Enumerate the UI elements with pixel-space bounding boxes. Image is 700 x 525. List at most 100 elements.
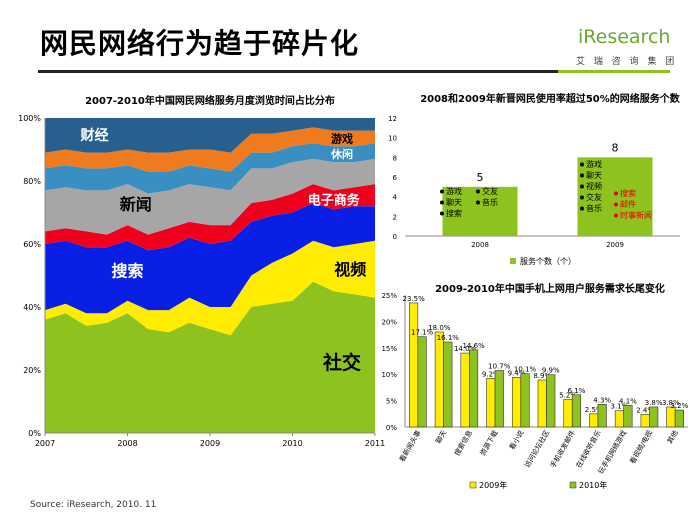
service-bullet-2009 bbox=[614, 191, 618, 196]
y-tick-label: 8 bbox=[393, 154, 397, 162]
title-underline-accent bbox=[558, 70, 670, 73]
y-tick-label: 10 bbox=[388, 135, 397, 143]
bar-2010年 bbox=[443, 341, 453, 428]
service-bullet-2008 bbox=[440, 189, 444, 194]
x-tick-label: 2011 bbox=[365, 439, 385, 448]
bar-2009年 bbox=[460, 352, 470, 428]
bar-2010年 bbox=[546, 374, 556, 428]
bar-2009年 bbox=[486, 378, 496, 428]
x-tick-label: 2010 bbox=[282, 439, 302, 448]
series-label-游戏: 游戏 bbox=[331, 131, 353, 145]
y-tick-label: 2 bbox=[393, 213, 397, 221]
mobile-demand-chart: 0% 5% 10% 15% 20% 25% 23.5% 17.1% 看新闻头事 18.0% 16.1… bbox=[381, 292, 688, 490]
bar-2009年 bbox=[409, 302, 419, 428]
service-2009-item: 音乐 bbox=[586, 203, 602, 213]
bar-value-label: 14.6% bbox=[462, 342, 485, 350]
service-count-title: 2008和2009年新晋网民使用率超过50%的网络服务个数 bbox=[420, 94, 680, 105]
x-tick-label: 看新闻头事 bbox=[397, 429, 422, 464]
bar-value-label: 3.8% bbox=[662, 399, 680, 407]
mobile-demand-title: 2009-2010年中国手机上网用户服务需求长尾变化 bbox=[435, 284, 665, 295]
page-title: 网民网络行为趋于碎片化 bbox=[40, 27, 360, 60]
bar-value-label: 3.2% bbox=[670, 402, 688, 410]
service-2009-item: 交友 bbox=[586, 192, 602, 202]
area-视频 bbox=[45, 240, 375, 336]
bar-value-label: 17.1% bbox=[411, 329, 434, 337]
x-tick-label: 2008 bbox=[117, 439, 137, 448]
logo-text: iResearch bbox=[578, 26, 671, 48]
bar-2008 bbox=[442, 186, 518, 236]
area-chart-title: 2007-2010年中国网民网络服务月度浏览时间占比分布 bbox=[85, 96, 335, 107]
iresearch-logo: iResearch 艾 瑞 咨 询 集 团 bbox=[572, 26, 674, 70]
service-2008-item: 交友 bbox=[482, 186, 498, 196]
y-tick-label: 20% bbox=[23, 366, 41, 375]
service-2008-item: 聊天 bbox=[446, 198, 462, 207]
bar-2009年 bbox=[640, 414, 650, 428]
y-tick-label: 40% bbox=[23, 303, 41, 312]
bar-2010年 bbox=[674, 409, 684, 428]
legend-swatch-2009 bbox=[469, 481, 477, 489]
bar-value-label: 8 bbox=[612, 141, 619, 154]
bar-value-label: 16.1% bbox=[437, 334, 460, 342]
bar-value-label: 6.1% bbox=[568, 387, 586, 395]
service-bullet-2008 bbox=[476, 189, 480, 194]
bar-value-label: 10.7% bbox=[488, 363, 511, 371]
service-2009-item: 视频 bbox=[586, 181, 602, 191]
service-bullet-2008 bbox=[440, 211, 444, 216]
bar-value-label: 9.9% bbox=[542, 367, 560, 375]
y-tick-label: 15% bbox=[381, 345, 397, 353]
x-tick-label: 搜索信息 bbox=[452, 429, 474, 458]
legend-swatch bbox=[510, 258, 516, 264]
x-tick-label: 资源下载 bbox=[478, 429, 500, 458]
area-财经 bbox=[45, 118, 375, 153]
legend-swatch-2010 bbox=[569, 481, 577, 489]
x-tick-label: 2009 bbox=[606, 241, 624, 249]
bar-value-label: 4.3% bbox=[593, 396, 611, 404]
source-note: Source: iResearch, 2010. 11 bbox=[30, 500, 157, 510]
bar-value-label: 5.2% bbox=[559, 392, 577, 400]
bar-2009年 bbox=[563, 399, 573, 428]
service-2009-item: 聊天 bbox=[586, 171, 602, 180]
x-tick-label: 2009 bbox=[200, 439, 220, 448]
legend-label-2009: 2009年 bbox=[479, 480, 507, 490]
y-tick-label: 80% bbox=[23, 177, 41, 186]
x-tick-label: 聊天 bbox=[434, 429, 449, 446]
y-tick-label: 4 bbox=[393, 194, 398, 202]
bar-2010年 bbox=[649, 406, 659, 428]
series-label-休闲: 休闲 bbox=[330, 147, 353, 161]
service-bullet-2008 bbox=[440, 200, 444, 205]
area-chart: 0% 20% 40% 60% 80% 100% 2007 2008 2009 2010 2011 社交… bbox=[18, 114, 385, 448]
series-label-视频: 视频 bbox=[334, 260, 366, 279]
bar-value-label: 3.8% bbox=[645, 399, 663, 407]
y-tick-label: 60% bbox=[23, 240, 41, 249]
y-tick-label: 6 bbox=[393, 174, 398, 182]
service-bullet-2009 bbox=[580, 195, 584, 200]
title-underline bbox=[38, 70, 558, 73]
bar-2010年 bbox=[417, 336, 427, 428]
legend-label: 服务个数（个） bbox=[520, 256, 576, 266]
bar-2009年 bbox=[614, 410, 624, 428]
area-新闻 bbox=[45, 158, 375, 235]
bar-2009年 bbox=[511, 377, 522, 428]
bar-value-label: 5 bbox=[477, 171, 484, 184]
x-tick-label: 其他 bbox=[665, 429, 680, 446]
bar-2009 bbox=[577, 157, 653, 236]
bar-2009年 bbox=[434, 331, 444, 428]
service-bullet-2009 bbox=[614, 202, 618, 207]
series-label-财经: 财经 bbox=[80, 127, 109, 144]
bar-value-label: 3.1% bbox=[611, 403, 629, 411]
y-tick-label: 0% bbox=[28, 429, 41, 438]
bar-value-label: 9.4% bbox=[508, 369, 526, 377]
bar-2010年 bbox=[520, 373, 530, 428]
x-tick-label: 看视频/电视 bbox=[628, 429, 654, 466]
area-游戏 bbox=[45, 127, 375, 172]
bar-2010年 bbox=[597, 403, 607, 428]
area-社交 bbox=[45, 281, 375, 433]
service-bullet-2009 bbox=[580, 173, 584, 178]
y-tick-label: 0 bbox=[393, 233, 397, 241]
service-2009-item: 搜索 bbox=[620, 188, 636, 198]
service-2008-item: 音乐 bbox=[482, 197, 498, 207]
x-tick-label: 访问论坛社区 bbox=[522, 429, 551, 470]
service-2009-item: 邮件 bbox=[620, 199, 636, 209]
x-tick-label: 2008 bbox=[471, 241, 489, 249]
